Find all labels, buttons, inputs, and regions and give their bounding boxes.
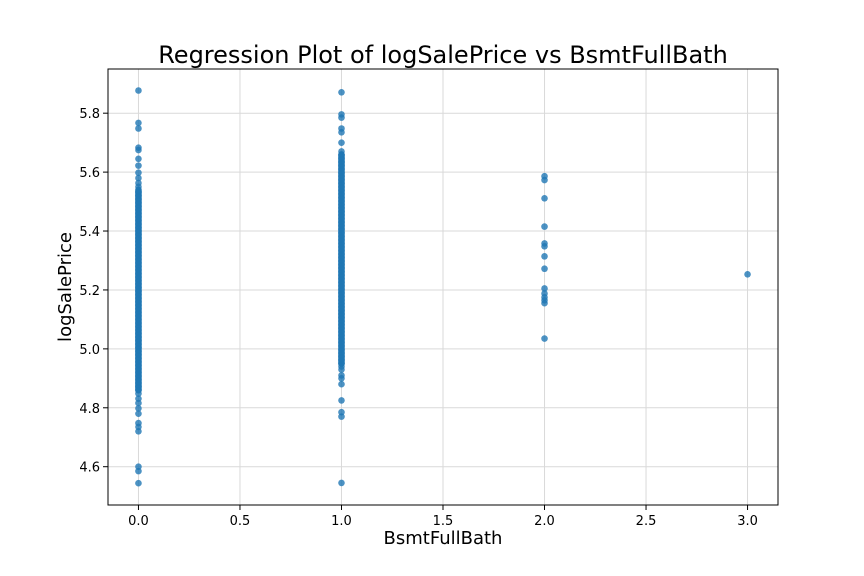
data-point <box>541 243 548 250</box>
data-point <box>135 410 142 417</box>
data-point <box>135 155 142 163</box>
data-point <box>135 146 142 154</box>
data-point <box>135 188 142 196</box>
data-point <box>135 162 142 169</box>
data-point <box>135 87 142 94</box>
x-tick-label: 2.0 <box>534 514 555 529</box>
y-tick-label: 5.2 <box>79 284 100 299</box>
data-point <box>135 183 142 191</box>
data-point <box>541 285 548 292</box>
x-tick-label: 1.0 <box>331 514 352 529</box>
x-tick-label: 2.5 <box>636 514 657 529</box>
data-point <box>541 299 548 307</box>
data-point <box>541 265 548 273</box>
data-point <box>541 223 548 230</box>
data-point <box>135 125 142 132</box>
data-point <box>338 129 345 136</box>
data-point <box>541 335 548 342</box>
data-point <box>541 253 548 260</box>
data-point <box>338 375 345 382</box>
data-point <box>338 148 345 155</box>
data-point <box>135 399 142 407</box>
y-tick-label: 5.0 <box>79 343 100 358</box>
x-tick-label: 0.0 <box>128 514 149 529</box>
x-tick-label: 0.5 <box>230 514 251 529</box>
data-point <box>135 467 142 475</box>
chart-title: Regression Plot of logSalePrice vs BsmtF… <box>158 41 728 69</box>
data-point <box>338 380 345 388</box>
x-tick-label: 1.5 <box>433 514 454 529</box>
data-point <box>135 119 142 127</box>
data-point <box>338 366 345 373</box>
x-axis-ticks: 0.0 0.5 1.0 1.5 2.0 2.5 3.0 <box>128 505 758 529</box>
data-point <box>744 271 751 278</box>
y-tick-label: 5.8 <box>79 107 100 122</box>
data-point <box>338 397 345 404</box>
data-point <box>541 176 548 184</box>
data-point <box>338 88 345 96</box>
x-axis-label: BsmtFullBath <box>384 528 503 549</box>
data-point <box>541 195 548 202</box>
data-point <box>338 479 345 487</box>
data-point <box>135 479 142 487</box>
data-point <box>135 405 142 412</box>
y-tick-label: 5.4 <box>79 225 100 240</box>
data-point <box>135 174 142 182</box>
y-axis-ticks: 4.6 4.8 5.0 5.2 5.4 5.6 5.8 <box>79 107 108 476</box>
y-tick-label: 4.6 <box>79 461 100 476</box>
y-tick-label: 4.8 <box>79 402 100 417</box>
data-point <box>338 139 345 146</box>
data-point <box>135 428 142 435</box>
grid-lines <box>108 69 778 505</box>
y-tick-label: 5.6 <box>79 166 100 181</box>
data-point <box>338 114 345 121</box>
y-axis-label: logSalePrice <box>55 232 76 342</box>
data-point <box>135 390 142 397</box>
x-tick-label: 3.0 <box>737 514 758 529</box>
data-point <box>135 169 142 176</box>
data-point <box>338 413 345 420</box>
data-points <box>135 87 751 487</box>
